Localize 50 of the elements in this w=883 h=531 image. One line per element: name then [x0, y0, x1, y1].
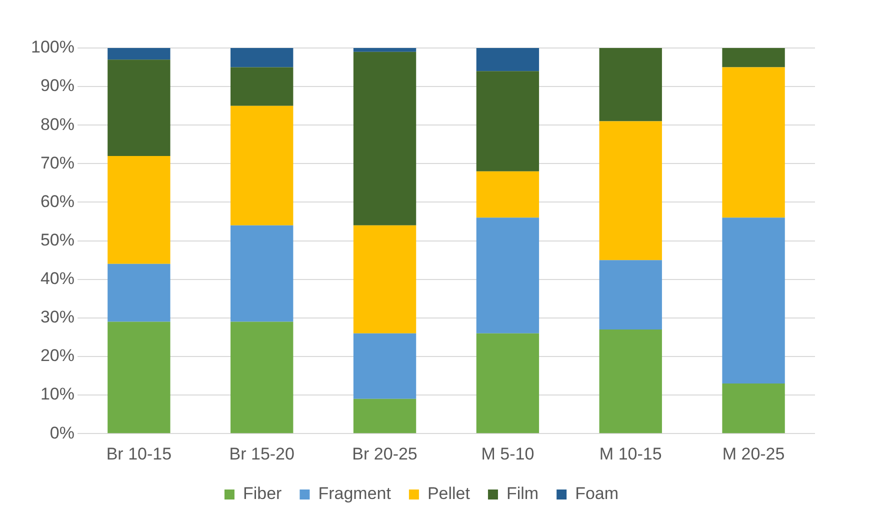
- y-tick-label: 0%: [50, 423, 74, 442]
- bar: [722, 218, 785, 384]
- x-tick-label: M 10-15: [599, 444, 662, 464]
- bar: [230, 48, 294, 68]
- legend-label: Film: [506, 484, 539, 504]
- y-tick-label: 20%: [40, 346, 74, 366]
- y-tick-label: 40%: [40, 269, 74, 288]
- legend-label: Fragment: [318, 484, 392, 504]
- bar: [599, 260, 662, 330]
- x-tick-label: Br 10-15: [106, 444, 172, 464]
- bar: [476, 171, 540, 218]
- legend-label: Foam: [575, 484, 619, 504]
- x-tick-label: M 20-25: [722, 444, 785, 464]
- legend-label: Pellet: [427, 484, 470, 504]
- bar: [476, 71, 540, 172]
- bar: [353, 333, 416, 399]
- y-tick-label: 90%: [40, 76, 74, 96]
- legend-label: Fiber: [242, 484, 282, 504]
- bar: [108, 264, 170, 322]
- bar: [353, 48, 416, 52]
- x-tick-label: M 5-10: [481, 444, 534, 464]
- bar: [108, 48, 170, 60]
- bar: [353, 52, 416, 226]
- bar: [599, 329, 662, 434]
- bar: [722, 67, 785, 218]
- y-tick-label: 10%: [40, 384, 74, 404]
- bar: [599, 48, 662, 122]
- bar: [722, 383, 785, 434]
- bar: [230, 322, 294, 434]
- bar: [353, 398, 416, 434]
- y-tick-label: 30%: [40, 308, 74, 327]
- bar: [353, 225, 416, 334]
- y-tick-label: 70%: [40, 153, 74, 172]
- y-tick-label: 80%: [40, 114, 74, 134]
- bar: [108, 322, 170, 434]
- bar: [230, 106, 294, 226]
- bar: [108, 156, 170, 264]
- y-tick-label: 50%: [40, 230, 74, 250]
- bar: [476, 48, 540, 72]
- y-tick-label: 60%: [40, 192, 74, 211]
- x-tick-label: Br 20-25: [352, 444, 418, 464]
- bar: [476, 218, 540, 334]
- y-tick-label: 100%: [30, 38, 74, 57]
- bar: [476, 333, 540, 434]
- bar: [108, 60, 170, 156]
- bar: [230, 67, 294, 106]
- bar: [230, 225, 294, 322]
- bar: [722, 48, 785, 68]
- x-tick-label: Br 15-20: [229, 444, 294, 464]
- bar: [599, 121, 662, 260]
